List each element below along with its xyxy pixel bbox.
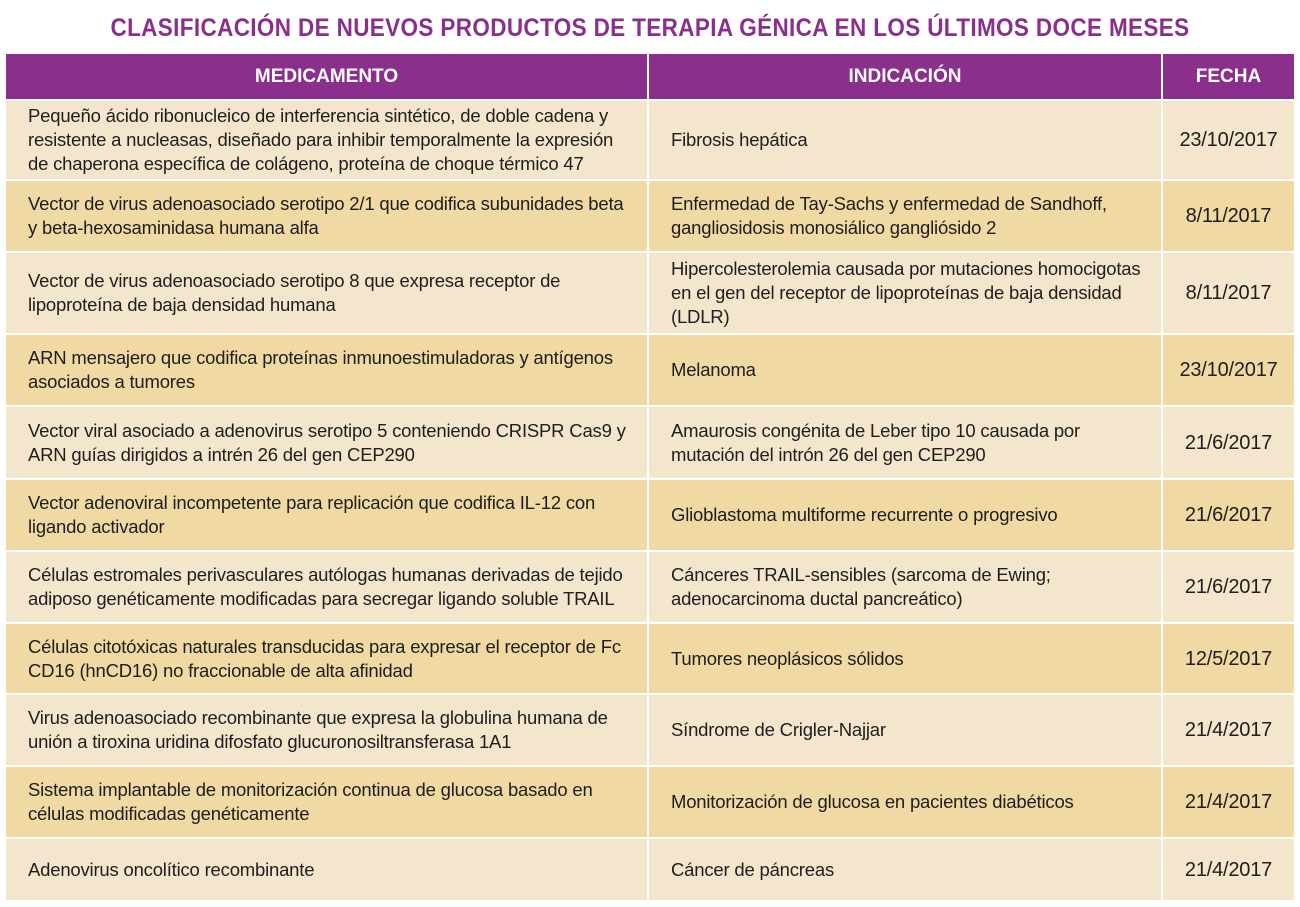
- table-row: Células citotóxicas naturales transducid…: [6, 623, 1294, 695]
- cell-indicacion: Cáncer de páncreas: [648, 838, 1163, 902]
- table-row: Vector viral asociado a adenovirus serot…: [6, 406, 1294, 480]
- table-row: Vector de virus adenoasociado serotipo 8…: [6, 252, 1294, 335]
- cell-fecha: 12/5/2017: [1162, 623, 1294, 695]
- cell-medicamento: Células citotóxicas naturales transducid…: [6, 623, 649, 695]
- cell-indicacion: Monitorización de glucosa en pacientes d…: [648, 766, 1163, 839]
- cell-medicamento: Células estromales perivasculares autólo…: [6, 551, 649, 624]
- table-row: Virus adenoasociado recombinante que exp…: [6, 694, 1294, 767]
- header-indicacion: INDICACIÓN: [648, 54, 1163, 101]
- table-row: Adenovirus oncolítico recombinante Cánce…: [6, 838, 1294, 902]
- cell-indicacion: Glioblastoma multiforme recurrente o pro…: [648, 479, 1163, 552]
- cell-indicacion: Cánceres TRAIL-sensibles (sarcoma de Ewi…: [648, 551, 1163, 624]
- cell-fecha: 23/10/2017: [1162, 100, 1294, 181]
- page-title: CLASIFICACIÓN DE NUEVOS PRODUCTOS DE TER…: [110, 14, 1190, 42]
- cell-indicacion: Enfermedad de Tay-Sachs y enfermedad de …: [648, 180, 1163, 253]
- cell-fecha: 21/4/2017: [1162, 766, 1294, 839]
- cell-medicamento: Adenovirus oncolítico recombinante: [6, 838, 649, 902]
- cell-fecha: 8/11/2017: [1162, 252, 1294, 335]
- cell-fecha: 23/10/2017: [1162, 334, 1294, 407]
- cell-fecha: 21/6/2017: [1162, 406, 1294, 480]
- table-row: ARN mensajero que codifica proteínas inm…: [6, 334, 1294, 407]
- cell-fecha: 8/11/2017: [1162, 180, 1294, 253]
- cell-fecha: 21/6/2017: [1162, 479, 1294, 552]
- cell-fecha: 21/4/2017: [1162, 694, 1294, 767]
- cell-fecha: 21/4/2017: [1162, 838, 1294, 902]
- table-row: Vector adenoviral incompetente para repl…: [6, 479, 1294, 552]
- cell-indicacion: Tumores neoplásicos sólidos: [648, 623, 1163, 695]
- table-row: Pequeño ácido ribonucleico de interferen…: [6, 100, 1294, 181]
- cell-indicacion: Fibrosis hepática: [648, 100, 1163, 181]
- table-row: Vector de virus adenoasociado serotipo 2…: [6, 180, 1294, 253]
- cell-indicacion: Amaurosis congénita de Leber tipo 10 cau…: [648, 406, 1163, 480]
- table-row: Sistema implantable de monitorización co…: [6, 766, 1294, 839]
- cell-medicamento: Vector de virus adenoasociado serotipo 2…: [6, 180, 649, 253]
- cell-medicamento: Pequeño ácido ribonucleico de interferen…: [6, 100, 649, 181]
- table-header-row: MEDICAMENTO INDICACIÓN FECHA: [6, 54, 1294, 101]
- cell-medicamento: ARN mensajero que codifica proteínas inm…: [6, 334, 649, 407]
- header-medicamento: MEDICAMENTO: [6, 54, 649, 101]
- cell-medicamento: Sistema implantable de monitorización co…: [6, 766, 649, 839]
- table-row: Células estromales perivasculares autólo…: [6, 551, 1294, 624]
- cell-medicamento: Vector de virus adenoasociado serotipo 8…: [6, 252, 649, 335]
- cell-indicacion: Síndrome de Crigler-Najjar: [648, 694, 1163, 767]
- header-fecha: FECHA: [1162, 54, 1294, 101]
- gene-therapy-table: MEDICAMENTO INDICACIÓN FECHA Pequeño áci…: [6, 54, 1294, 902]
- cell-indicacion: Hipercolesterolemia causada por mutacion…: [648, 252, 1163, 335]
- cell-medicamento: Virus adenoasociado recombinante que exp…: [6, 694, 649, 767]
- cell-medicamento: Vector adenoviral incompetente para repl…: [6, 479, 649, 552]
- cell-indicacion: Melanoma: [648, 334, 1163, 407]
- cell-fecha: 21/6/2017: [1162, 551, 1294, 624]
- cell-medicamento: Vector viral asociado a adenovirus serot…: [6, 406, 649, 480]
